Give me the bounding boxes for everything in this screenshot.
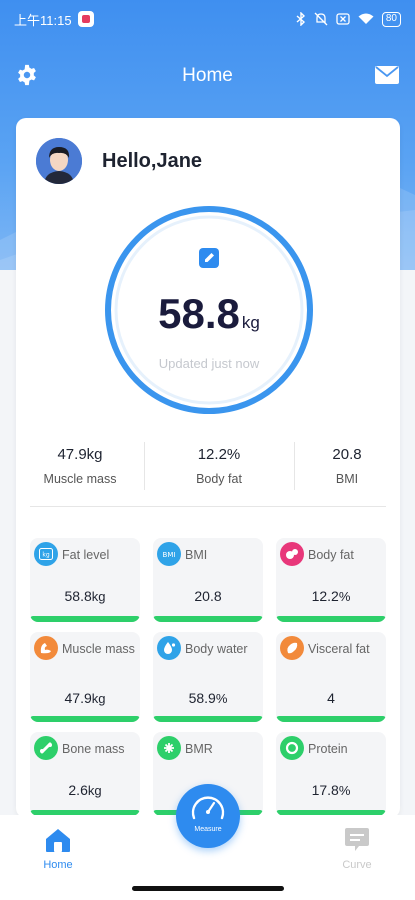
- weight-ring[interactable]: 58.8 kg Updated just now: [103, 204, 315, 416]
- tile-value: 17.8%: [311, 782, 351, 798]
- tile-bone-mass[interactable]: Bone mass 2.6kg: [30, 732, 140, 816]
- body-fat-icon: [280, 542, 304, 566]
- tile-value: 4: [327, 690, 335, 706]
- nav-home-label: Home: [43, 859, 73, 871]
- divider: [30, 506, 386, 507]
- tile-body-fat[interactable]: Body fat 12.2%: [276, 538, 386, 622]
- avatar[interactable]: [36, 138, 82, 184]
- updated-text: Updated just now: [158, 356, 260, 371]
- tile-name: Body water: [185, 642, 248, 656]
- nav-curve-label: Curve: [342, 859, 372, 871]
- status-bar-good: [276, 810, 386, 816]
- tile-name: BMR: [185, 742, 213, 756]
- tile-name: Body fat: [308, 548, 354, 562]
- tile-name: Protein: [308, 742, 348, 756]
- gear-icon[interactable]: [16, 64, 38, 86]
- tile-name: Fat level: [62, 548, 110, 562]
- stat-muscle-mass: 47.9kg Muscle mass: [16, 438, 144, 494]
- tile-value: 2.6kg: [68, 782, 102, 798]
- bmi-icon: BMI: [157, 542, 181, 566]
- stat-value: 20.8: [332, 446, 362, 463]
- home-indicator: [132, 886, 284, 891]
- wifi-icon: [358, 13, 374, 24]
- svg-text:BMI: BMI: [163, 551, 176, 559]
- user-avatar-icon: [36, 138, 82, 184]
- measure-button[interactable]: Measure: [176, 784, 240, 848]
- water-drop-icon: [157, 636, 181, 660]
- status-bar-good: [153, 716, 263, 722]
- greeting-row: Hello,Jane: [36, 138, 202, 184]
- summary-card: Hello,Jane 58.8 kg Updated just now 47.9k…: [16, 118, 400, 818]
- stat-label: Body fat: [196, 472, 242, 486]
- tile-value: 20.8: [194, 588, 222, 604]
- stat-bmi: 20.8 BMI: [294, 438, 400, 494]
- stat-label: BMI: [335, 472, 359, 486]
- kg-icon: kg: [34, 542, 58, 566]
- status-bar-good: [30, 716, 140, 722]
- weight-value: 58.8 kg: [103, 290, 315, 338]
- weight-number: 58.8: [158, 290, 240, 337]
- status-bar-good: [276, 616, 386, 622]
- ring-graphic: [105, 206, 313, 414]
- nav-home[interactable]: Home: [28, 827, 88, 871]
- tile-fat-level[interactable]: kg Fat level 58.8kg: [30, 538, 140, 622]
- stat-label: Muscle mass: [43, 472, 117, 486]
- nav-curve[interactable]: Curve: [327, 827, 387, 871]
- bluetooth-icon: [296, 12, 305, 26]
- page-title: Home: [182, 65, 233, 86]
- stat-value: 12.2%: [197, 446, 241, 463]
- status-bar: 上午11:15 80: [0, 0, 415, 38]
- tile-value: 58.9%: [188, 690, 228, 706]
- protein-icon: [280, 736, 304, 760]
- pencil-icon: [205, 253, 214, 262]
- status-bar-good: [30, 616, 140, 622]
- tile-muscle-mass[interactable]: Muscle mass 47.9kg: [30, 632, 140, 722]
- edit-icon[interactable]: [199, 248, 219, 268]
- measure-label: Measure: [194, 826, 222, 833]
- tile-value: 12.2%: [311, 588, 351, 604]
- mail-icon[interactable]: [375, 66, 399, 84]
- top-bar: Home: [0, 55, 415, 97]
- visceral-fat-icon: [280, 636, 304, 660]
- bmr-icon: [157, 736, 181, 760]
- app-notification-icon: [77, 11, 94, 27]
- tile-value: 47.9kg: [64, 690, 106, 706]
- status-bar-good: [153, 616, 263, 622]
- tile-name: Visceral fat: [308, 642, 370, 656]
- status-bar-good: [276, 716, 386, 722]
- status-bar-good: [30, 810, 140, 816]
- svg-text:kg: kg: [42, 552, 49, 559]
- key-stats: 47.9kg Muscle mass 12.2% Body fat 20.8 B…: [16, 438, 400, 494]
- stat-value: 47.9kg: [57, 446, 103, 463]
- tile-protein[interactable]: Protein 17.8%: [276, 732, 386, 816]
- weight-unit: kg: [241, 313, 260, 332]
- gauge-icon: [191, 796, 225, 820]
- tile-name: Muscle mass: [62, 642, 135, 656]
- mute-icon: [314, 12, 328, 26]
- chart-bubble-icon: [345, 828, 369, 851]
- tile-value: 58.8kg: [64, 588, 106, 604]
- tile-bmi[interactable]: BMI BMI 20.8: [153, 538, 263, 622]
- tile-name: Bone mass: [62, 742, 125, 756]
- bone-icon: [34, 736, 58, 760]
- tile-body-water[interactable]: Body water 58.9%: [153, 632, 263, 722]
- greeting-text: Hello,Jane: [102, 149, 203, 172]
- stat-body-fat: 12.2% Body fat: [144, 438, 294, 494]
- home-icon: [46, 829, 70, 852]
- tile-visceral-fat[interactable]: Visceral fat 4: [276, 632, 386, 722]
- battery-indicator: 80: [381, 11, 401, 27]
- status-time: 上午11:15: [14, 12, 72, 28]
- tile-name: BMI: [185, 548, 208, 562]
- sim-off-icon: [336, 13, 350, 25]
- muscle-icon: [34, 636, 58, 660]
